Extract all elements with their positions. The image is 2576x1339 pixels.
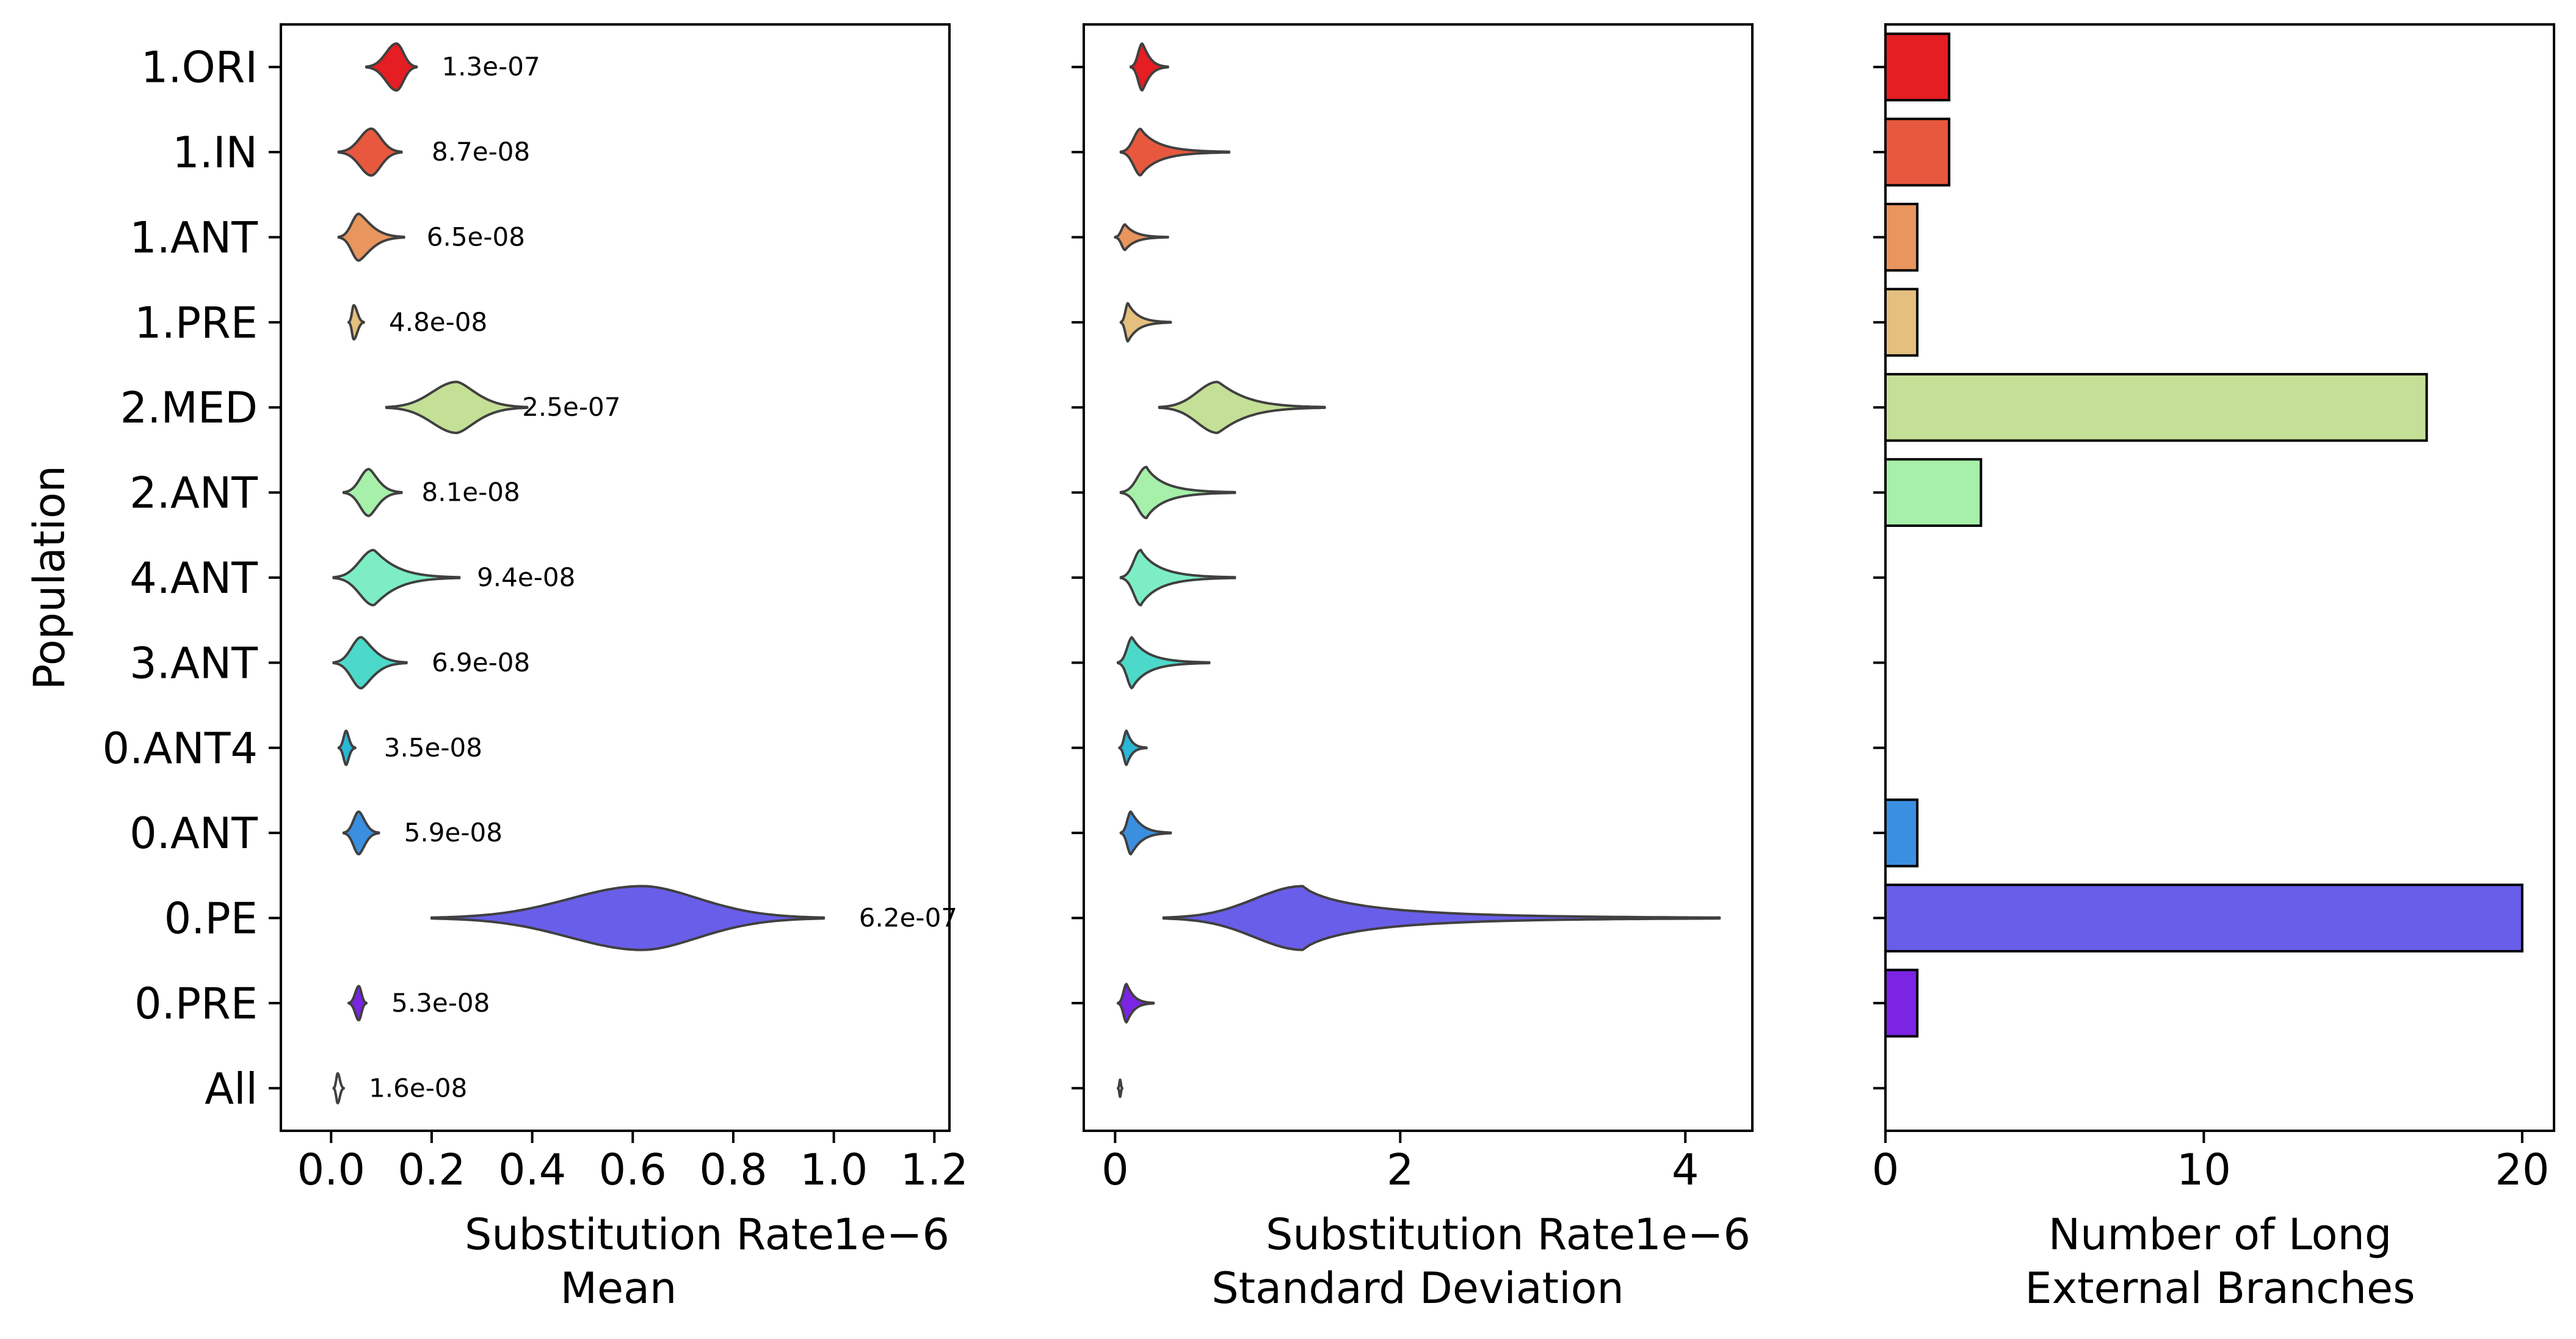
violin-2.MED [385, 380, 529, 434]
violin-1.IN [1119, 128, 1231, 176]
std-xlabel-line1: Substitution Rate [1266, 1210, 1635, 1260]
mean-annotation-0.PE: 6.2e-07 [859, 903, 957, 933]
violin-0.ANT [1119, 810, 1172, 855]
branches-y-ticks [1873, 65, 1885, 1090]
mean-x-ticks: 0.0 0.2 0.4 0.6 0.8 1.0 1.2 [297, 1131, 968, 1195]
x-tick-label: 0 [1101, 1145, 1129, 1195]
y-tick-label: 2.ANT [129, 468, 258, 518]
mean-offset-label: 1e−6 [833, 1210, 949, 1260]
y-tick-label: 3.ANT [129, 638, 258, 688]
std-x-ticks: 0 2 4 [1101, 1131, 1699, 1195]
bar-2.ANT [1884, 458, 1983, 527]
mean-annotation-All: 1.6e-08 [369, 1073, 467, 1103]
branches-xlabel-line1: Number of Long [2048, 1210, 2392, 1260]
violin-0.PRE [347, 985, 368, 1021]
std-offset-label: 1e−6 [1634, 1210, 1751, 1260]
mean-violins [332, 42, 825, 1105]
x-tick-label: 0.0 [297, 1145, 365, 1195]
violin-4.ANT [332, 548, 461, 607]
y-tick-label: 1.IN [172, 128, 258, 178]
violin-1.ANT [1114, 223, 1169, 252]
violin-1.PRE [1119, 302, 1172, 343]
y-ticks: 1.ORI 1.IN 1.ANT 1.PRE 2.MED 2.ANT 4.ANT 3.ANT 0… [103, 43, 281, 1114]
y-tick-label: 0.PRE [134, 979, 258, 1029]
mean-annotation-1.PRE: 4.8e-08 [389, 307, 487, 337]
violin-2.ANT [1119, 465, 1236, 520]
violin-3.ANT [1117, 636, 1211, 689]
violin-1.ORI [1130, 42, 1169, 92]
bar-0.PRE [1884, 968, 1919, 1038]
violin-1.PRE [347, 304, 365, 341]
violin-0.ANT4 [337, 729, 357, 766]
x-tick-label: 2 [1387, 1145, 1414, 1195]
branches-x-ticks: 0 10 20 [1872, 1131, 2549, 1195]
mean-annotation-0.PRE: 5.3e-08 [391, 988, 490, 1018]
y-axis-label: Population [24, 465, 74, 690]
y-tick-label: 2.MED [120, 383, 258, 433]
violin-1.ORI [365, 42, 418, 92]
mean-annotation-3.ANT: 6.9e-08 [432, 647, 530, 677]
x-tick-label: 0 [1872, 1145, 1899, 1195]
violin-4.ANT [1119, 548, 1236, 607]
y-tick-label: 0.ANT4 [103, 724, 258, 774]
x-tick-label: 1.2 [901, 1145, 968, 1195]
bar-1.ANT [1884, 203, 1919, 272]
std-y-ticks [1072, 65, 1084, 1090]
y-tick-label: 1.ANT [129, 212, 258, 263]
x-tick-label: 0.2 [397, 1145, 465, 1195]
y-tick-label: 0.ANT [129, 808, 258, 858]
bar-1.PRE [1884, 288, 1919, 357]
violin-2.ANT [342, 468, 403, 517]
panel-mean: 1.3e-07 8.7e-08 6.5e-08 4.8e-08 2.5e-07 8.1e-… [24, 23, 968, 1313]
violin-1.IN [337, 127, 403, 177]
x-tick-label: 0.6 [599, 1145, 667, 1195]
violin-0.PE [1162, 885, 1721, 951]
bar-1.ORI [1884, 32, 1951, 102]
x-tick-label: 0.8 [699, 1145, 767, 1195]
x-tick-label: 0.4 [498, 1145, 566, 1195]
violin-0.ANT4 [1118, 729, 1148, 766]
x-tick-label: 10 [2177, 1145, 2231, 1195]
violin-2.MED [1158, 380, 1326, 434]
x-tick-label: 20 [2495, 1145, 2549, 1195]
mean-annotation-1.IN: 8.7e-08 [432, 137, 530, 167]
std-xlabel-line2: Standard Deviation [1211, 1263, 1624, 1313]
violin-0.PRE [1117, 982, 1155, 1024]
mean-annotation-2.MED: 2.5e-07 [522, 392, 620, 422]
branches-xlabel-line2: External Branches [2025, 1263, 2415, 1313]
violin-All [332, 1072, 345, 1105]
mean-xlabel-line2: Mean [561, 1263, 677, 1313]
bar-2.MED [1884, 372, 2428, 442]
x-tick-label: 4 [1672, 1145, 1699, 1195]
x-tick-label: 1.0 [800, 1145, 868, 1195]
y-tick-label: 1.ORI [141, 43, 258, 93]
mean-annotation-0.ANT4: 3.5e-08 [384, 733, 482, 763]
mean-annotation-0.ANT: 5.9e-08 [404, 818, 503, 847]
violin-0.ANT [342, 810, 380, 855]
bar-0.ANT [1884, 798, 1919, 868]
panel-branches: 0 10 20 Number of Long External Branches [1872, 23, 2555, 1313]
std-violins [1114, 42, 1721, 1098]
y-tick-label: 0.PE [164, 894, 258, 944]
y-tick-label: 1.PRE [134, 298, 258, 348]
bar-1.IN [1884, 117, 1951, 187]
mean-annotation-1.ANT: 6.5e-08 [427, 222, 525, 252]
y-tick-label: 4.ANT [129, 553, 258, 603]
panel-std: 0 2 4 1e−6 Substitution Rate Standard Devi… [1072, 23, 1754, 1313]
mean-annotation-4.ANT: 9.4e-08 [477, 562, 575, 592]
mean-annotation-2.ANT: 8.1e-08 [422, 477, 520, 507]
violin-All [1117, 1078, 1123, 1098]
mean-xlabel-line1: Substitution Rate [465, 1210, 834, 1260]
violin-3.ANT [332, 636, 408, 690]
y-tick-label: All [205, 1064, 258, 1114]
violin-0.PE [430, 885, 825, 951]
mean-annotation-1.ORI: 1.3e-07 [441, 52, 540, 82]
mean-annotations: 1.3e-07 8.7e-08 6.5e-08 4.8e-08 2.5e-07 8.1e-… [369, 52, 957, 1103]
violin-1.ANT [337, 212, 405, 262]
bar-0.PE [1884, 884, 2523, 953]
